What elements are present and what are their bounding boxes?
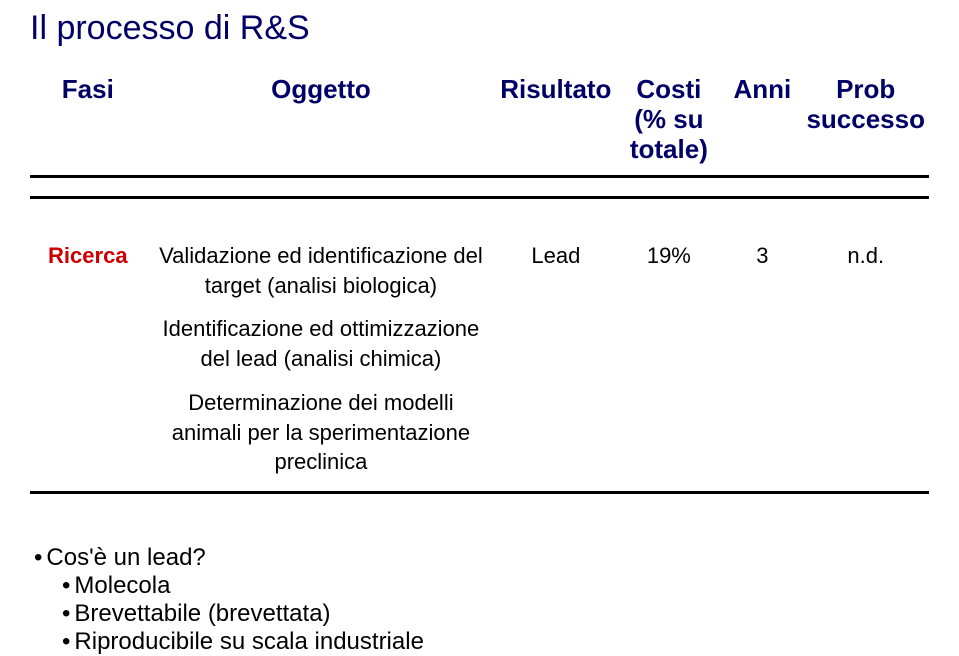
cell-phase: Ricerca xyxy=(30,227,146,492)
bullet-list: Cos'è un lead? Molecola Brevettabile (br… xyxy=(34,544,929,656)
header-result: Risultato xyxy=(496,69,615,176)
object-line-1: Validazione ed identificazione del targe… xyxy=(152,241,491,300)
header-row: Fasi Oggetto Risultato Costi(% sutotale)… xyxy=(30,69,929,176)
cell-prob: n.d. xyxy=(802,227,929,492)
cell-object: Validazione ed identificazione del targe… xyxy=(146,227,497,492)
header-years: Anni xyxy=(722,69,802,176)
bullet-answer-1: Molecola xyxy=(62,572,929,600)
header-cost: Costi(% sutotale) xyxy=(615,69,722,176)
header-phase: Fasi xyxy=(30,69,146,176)
bullet-question: Cos'è un lead? xyxy=(34,544,929,572)
object-line-3: Determinazione dei modelli animali per l… xyxy=(152,388,491,477)
cell-result: Lead xyxy=(496,227,615,492)
cell-cost: 19% xyxy=(615,227,722,492)
bullet-answer-3: Riproducibile su scala industriale xyxy=(62,628,929,656)
rs-process-table: Fasi Oggetto Risultato Costi(% sutotale)… xyxy=(30,69,929,521)
cell-years: 3 xyxy=(722,227,802,492)
table-row: Ricerca Validazione ed identificazione d… xyxy=(30,227,929,492)
gap xyxy=(30,178,929,198)
bottom-body-rule xyxy=(30,492,929,522)
top-body-rule xyxy=(30,198,929,228)
header-prob: Probsuccesso xyxy=(802,69,929,176)
header-object: Oggetto xyxy=(146,69,497,176)
bullet-answer-2: Brevettabile (brevettata) xyxy=(62,600,929,628)
object-line-2: Identificazione ed ottimizzazione del le… xyxy=(152,314,491,373)
page-title: Il processo di R&S xyxy=(30,10,929,47)
